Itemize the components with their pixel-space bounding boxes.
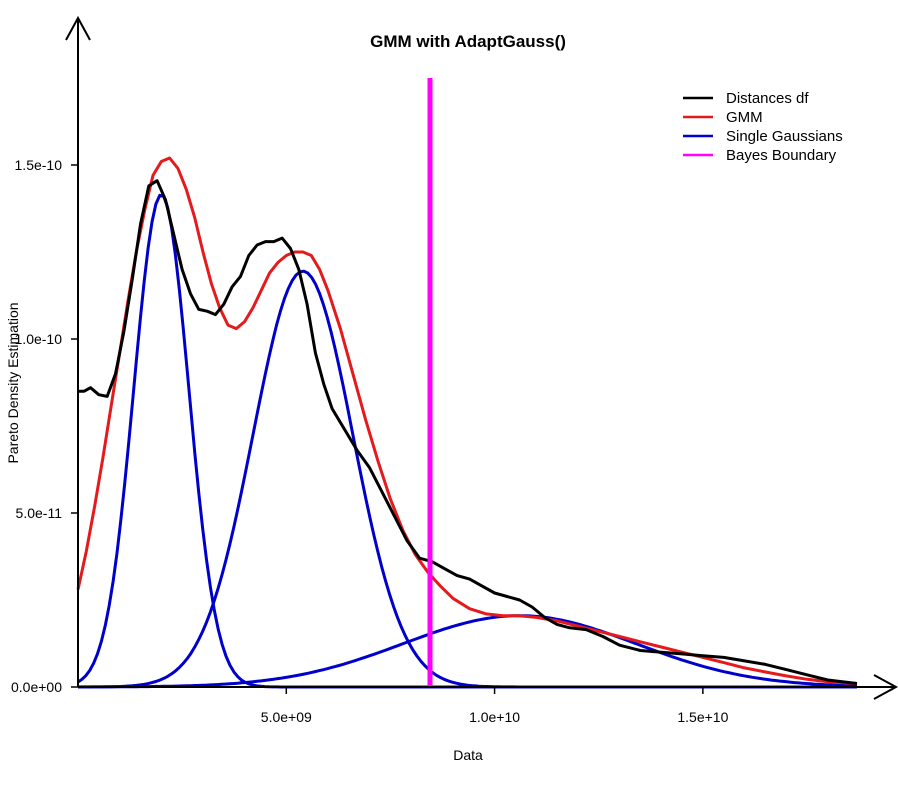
y-axis: 0.0e+00 5.0e-11 1.0e-10 1.5e-10 xyxy=(11,15,91,695)
single-gaussian-curve-3 xyxy=(78,614,858,689)
legend-label: Bayes Boundary xyxy=(726,147,837,164)
single-gaussians-group xyxy=(77,193,858,689)
single-gaussian-curve-1 xyxy=(77,193,857,689)
gmm-line xyxy=(76,156,858,685)
y-ticks-group: 0.0e+00 5.0e-11 1.0e-10 1.5e-10 xyxy=(11,157,78,695)
single-gaussian-curve-2 xyxy=(78,269,857,689)
legend-label: Single Gaussians xyxy=(726,128,843,145)
y-tick-label: 5.0e-11 xyxy=(16,505,63,521)
distances-df-line xyxy=(78,179,858,685)
legend: Distances df GMM Single Gaussians Bayes Bou… xyxy=(683,90,843,164)
x-tick-label: 5.0e+09 xyxy=(261,709,312,725)
y-tick-label: 1.0e-10 xyxy=(15,331,63,347)
x-tick-label: 1.0e+10 xyxy=(469,709,520,725)
y-tick-label: 1.5e-10 xyxy=(15,157,63,173)
y-axis-arrowhead xyxy=(65,15,91,41)
legend-label: Distances df xyxy=(726,90,809,107)
x-axis-label: Data xyxy=(453,747,483,763)
x-axis-arrowhead xyxy=(873,674,898,700)
legend-label: GMM xyxy=(726,109,763,126)
y-axis-label: Pareto Density Estimation xyxy=(5,302,21,463)
x-axis: 5.0e+09 1.0e+10 1.5e+10 xyxy=(78,674,898,725)
chart-title: GMM with AdaptGauss() xyxy=(370,32,566,51)
x-ticks-group: 5.0e+09 1.0e+10 1.5e+10 xyxy=(261,687,729,725)
plot-area xyxy=(76,78,858,689)
y-tick-label: 0.0e+00 xyxy=(11,679,62,695)
x-tick-label: 1.5e+10 xyxy=(677,709,728,725)
